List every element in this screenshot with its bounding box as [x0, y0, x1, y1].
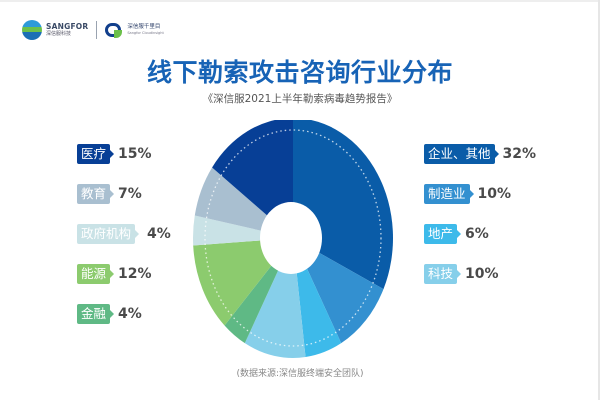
- legend-item-education: 教育 7%: [77, 184, 142, 204]
- top-border: [0, 0, 600, 2]
- chart-title: 线下勒索攻击咨询行业分布: [146, 58, 453, 87]
- legend-item-technology: 科技 10%: [424, 264, 499, 284]
- sangfor-logo-text: SANGFOR 深信服科技: [46, 23, 88, 38]
- logo-primary-en: SANGFOR: [46, 21, 89, 31]
- legend-pct: 10%: [477, 186, 512, 202]
- legend-tag: 教育: [77, 184, 115, 204]
- logo-divider: [96, 21, 98, 39]
- data-source-note: (数据来源:深信服终端安全团队): [236, 369, 364, 379]
- dashed-ring: [204, 129, 382, 347]
- legend-tag: 能源: [77, 264, 115, 284]
- legend-pct: 32%: [502, 146, 537, 162]
- legend-pct: 12%: [118, 266, 152, 282]
- legend-item-finance: 金融 4%: [77, 304, 142, 324]
- donut-chart: [193, 120, 393, 358]
- legend-tag: 制造业: [424, 184, 473, 204]
- legend-tag: 地产: [424, 224, 462, 244]
- cloudinsight-logo-icon: [105, 23, 123, 38]
- legend-pct: 10%: [465, 266, 499, 282]
- legend-pct: 15%: [118, 146, 152, 162]
- logo-secondary-cn: 深信服千里目: [127, 24, 161, 30]
- legend-item-government: 政府机构 4%: [77, 224, 171, 244]
- logo-secondary-en: Sangfor Cloudinsight: [127, 30, 164, 35]
- legend-pct: 4%: [118, 306, 142, 322]
- donut-slices: [193, 120, 393, 358]
- donut-hole: [260, 202, 322, 274]
- legend-pct: 7%: [118, 186, 142, 202]
- legend-item-energy: 能源 12%: [77, 264, 152, 284]
- legend-tag: 科技: [424, 264, 462, 284]
- cloudinsight-logo-text: 深信服千里目 Sangfor Cloudinsight: [127, 24, 164, 35]
- legend-item-real-estate: 地产 6%: [424, 224, 489, 244]
- sangfor-logo-icon: [22, 20, 42, 40]
- header-logos: SANGFOR 深信服科技 深信服千里目 Sangfor Cloudinsigh…: [22, 18, 164, 42]
- legend-tag: 医疗: [77, 144, 115, 164]
- legend-item-medical: 医疗 15%: [77, 144, 152, 164]
- legend-pct: 6%: [465, 226, 489, 242]
- legend-tag: 政府机构: [77, 224, 140, 244]
- logo-primary-cn: 深信服科技: [46, 31, 72, 38]
- legend-tag: 金融: [77, 304, 115, 324]
- legend-tag: 企业、其他: [424, 144, 499, 164]
- donut-slice: [212, 120, 293, 238]
- legend-item-enterprise-other: 企业、其他 32%: [424, 144, 536, 164]
- legend-pct: 4%: [147, 226, 171, 242]
- chart-subtitle: 《深信服2021上半年勒索病毒趋势报告》: [202, 93, 398, 105]
- donut-slice: [293, 238, 384, 344]
- legend-item-manufacturing: 制造业 10%: [424, 184, 511, 204]
- right-border: [598, 0, 600, 400]
